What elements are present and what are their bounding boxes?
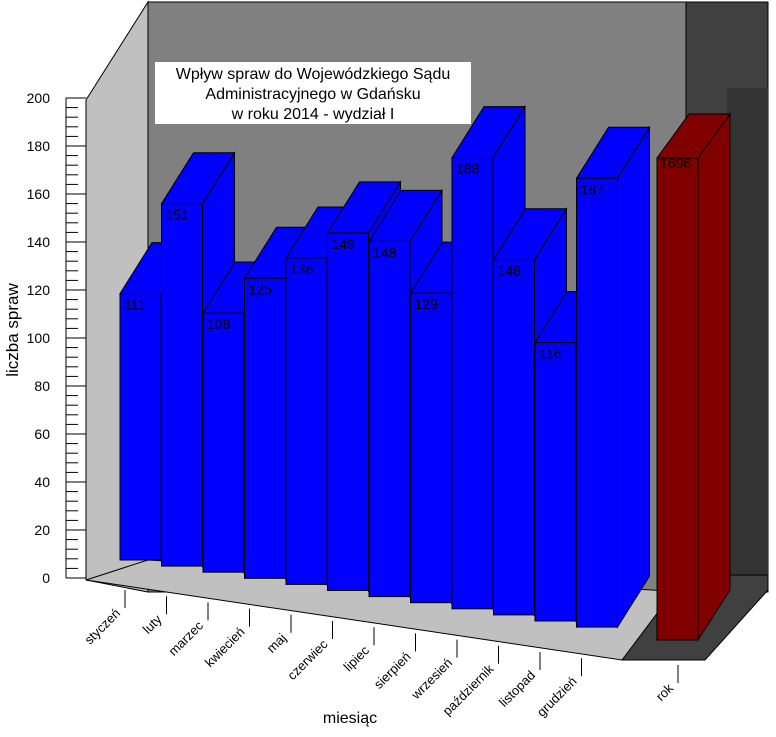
bar-12: 187 [575,125,651,629]
title-box [155,62,471,124]
bar-value-label: 148 [373,244,397,260]
bar-value-label: 136 [290,261,314,277]
chart-title-line-1: Wpływ spraw do Wojewódzkiego Sądu [176,66,451,83]
y-tick-label: 20 [34,522,50,538]
bar-value-label: 187 [581,181,605,197]
bar-value-label: 188 [456,161,480,177]
total-bar-group: 1696 [656,112,731,642]
y-tick-label: 80 [34,378,50,394]
y-tick-label: 0 [42,570,50,586]
bar-front [161,203,203,567]
x-tick-label: styczeń [81,606,123,648]
total-back-wall-dark [727,88,768,580]
chart-title-line-2: Administracyjnego w Gdańsku [205,86,420,103]
bar-front [119,293,162,561]
x-tick-label: listopad [496,668,538,710]
bar-front [534,342,577,622]
total-bar-side [697,112,731,642]
bar-side [617,125,650,629]
x-tick-label: czerwiec [284,636,331,683]
bar-front [327,232,369,591]
bar-front [451,157,494,610]
bar-value-label: 129 [415,296,439,312]
bar-front [576,177,618,628]
bar-front [285,257,328,585]
bar-value-label: 108 [207,316,231,332]
bar-front [493,259,535,616]
x-tick-label: rok [653,680,677,704]
x-tick-label: marzec [165,618,206,659]
y-tick-label: 60 [34,426,50,442]
x-tick-label: wrzesień [408,655,456,703]
x-axis-label: miesiąc [323,710,377,727]
total-bar-front [656,157,699,641]
x-tick-label: sierpień [371,649,414,692]
bar-front [202,312,245,573]
bar-value-label: 149 [332,236,356,252]
bar-value-label: 125 [249,281,273,297]
bar-value-label: 116 [539,346,562,362]
bar-front [410,292,452,604]
x-tick-label: lipiec [341,642,373,674]
bar-front [368,240,411,598]
x-tick-label: kwiecień [202,624,248,670]
chart-title-line-3: w roku 2014 - wydział I [231,106,395,123]
bars-group: 111 151 108 125 136 149 148 129 188 148 116 187 [119,104,651,629]
x-tick-label: maj [264,630,289,655]
y-tick-label: 140 [27,234,51,250]
total-bar-value-label: 1696 [660,155,691,171]
bar-value-label: 151 [166,207,190,223]
y-tick-label: 100 [27,330,51,346]
y-axis: 0 20 40 60 80 100 120 140 160 180 200 [27,90,86,586]
bar-value-label: 148 [498,263,522,279]
x-tick-label: luty [140,611,165,636]
y-axis-label: liczba spraw [3,283,22,377]
bar-value-label: 111 [124,297,145,313]
y-tick-label: 180 [27,138,51,154]
x-tick-label: grudzień [534,674,580,720]
y-tick-label: 160 [27,186,51,202]
y-tick-label: 40 [34,474,50,490]
bar-front [244,277,286,579]
y-tick-label: 120 [27,282,51,298]
y-tick-label: 200 [27,90,51,106]
